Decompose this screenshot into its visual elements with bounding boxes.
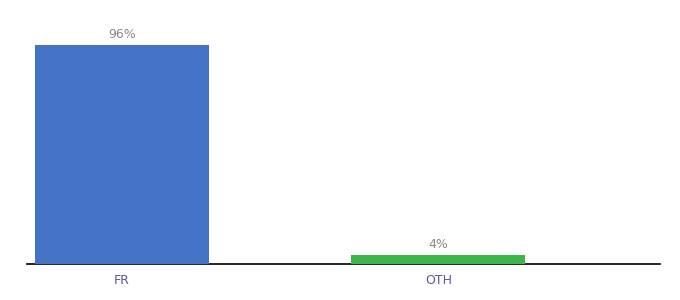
Bar (35, 45, 209, 264)
Text: 96%: 96% (108, 28, 136, 41)
Bar (352, 255, 525, 264)
Text: 4%: 4% (428, 238, 448, 251)
